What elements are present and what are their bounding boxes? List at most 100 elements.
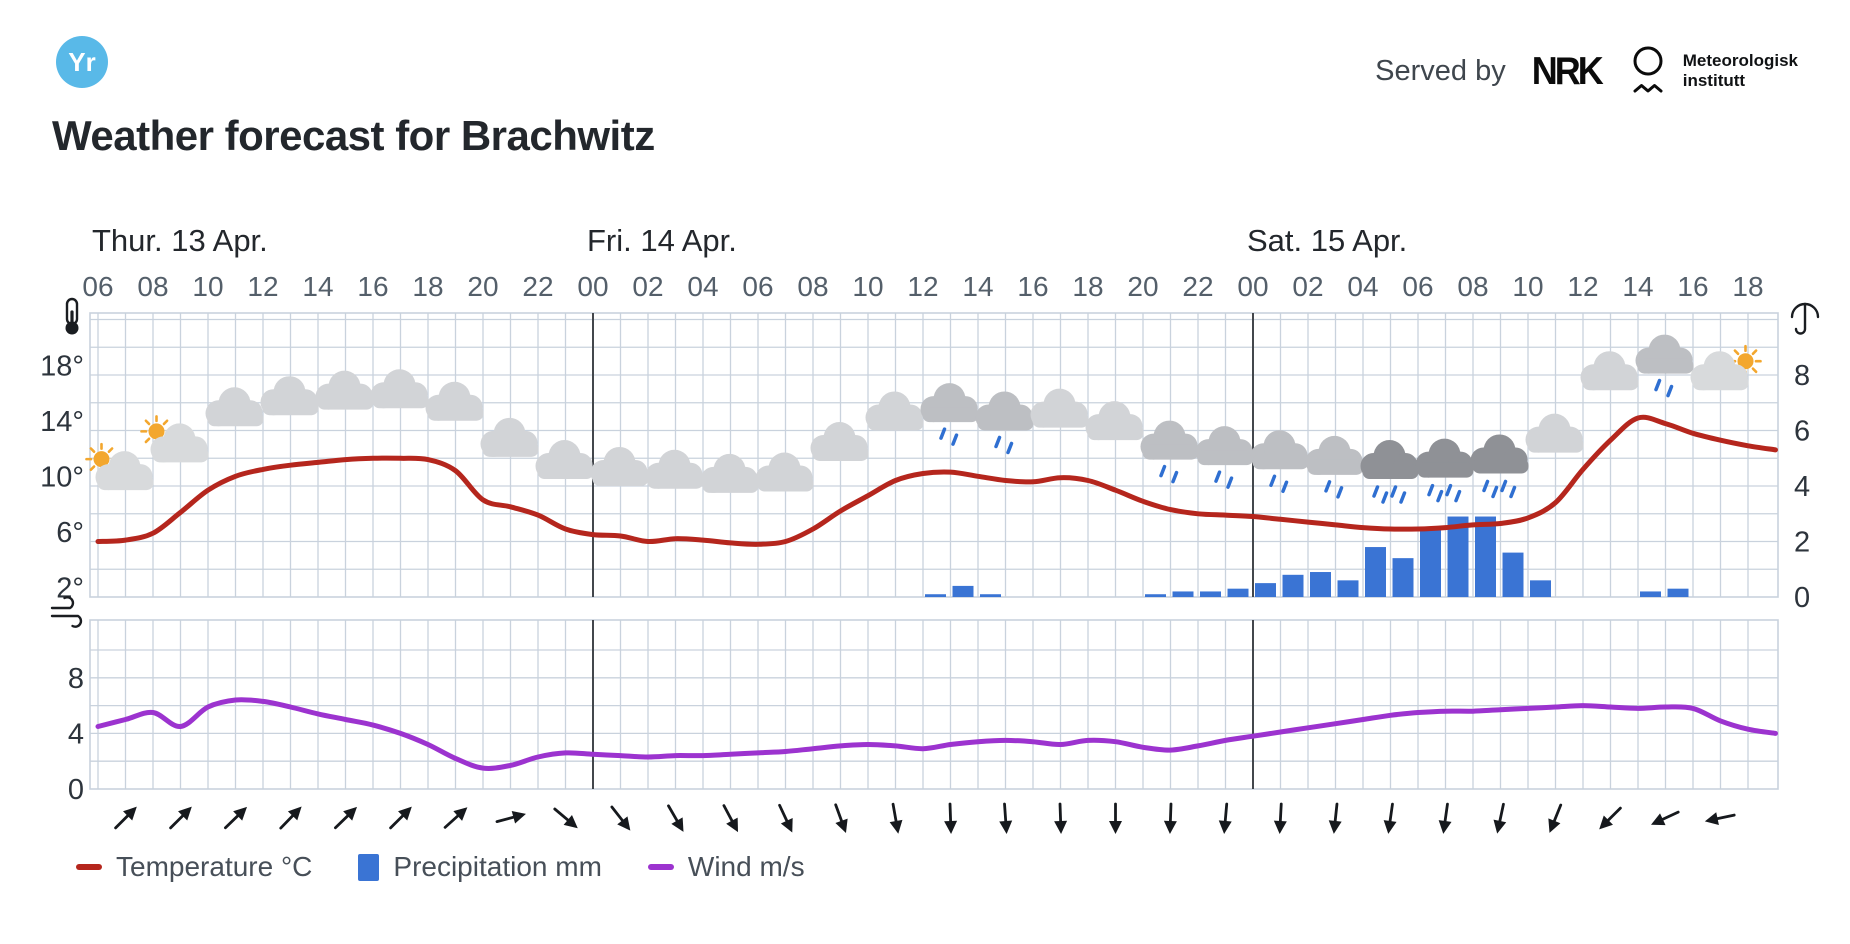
- wind-direction-arrow: [1163, 802, 1177, 834]
- svg-text:18: 18: [1732, 271, 1763, 302]
- met-institute-logo[interactable]: Meteorologisk institutt: [1627, 44, 1798, 98]
- wind-direction-arrow: [553, 807, 578, 829]
- served-by-label: Served by: [1375, 54, 1506, 87]
- weather-icon-rain: [1470, 434, 1529, 499]
- wind-direction-arrow: [224, 806, 248, 830]
- yr-logo[interactable]: Yr: [56, 36, 108, 88]
- weather-icon-rain: [1360, 440, 1419, 504]
- wind-swatch: [647, 864, 674, 870]
- wind-direction-arrow: [778, 803, 793, 833]
- weather-icon-cloudy: [535, 440, 594, 480]
- wind-direction-arrow: [169, 806, 192, 830]
- legend-label-temperature: Temperature °C: [116, 851, 313, 882]
- page-title: Weather forecast for Brachwitz: [52, 112, 655, 159]
- wind-direction-arrow: [667, 804, 684, 832]
- wind-direction-arrow: [1328, 802, 1342, 834]
- legend-item-precipitation: Precipitation mm: [358, 851, 602, 883]
- weather-icon-light-rain: [1305, 435, 1364, 499]
- weather-icon-rain: [1415, 438, 1474, 503]
- svg-text:02: 02: [1292, 271, 1323, 302]
- svg-text:02: 02: [632, 271, 663, 302]
- svg-text:Sat. 15 Apr.: Sat. 15 Apr.: [1247, 223, 1407, 258]
- svg-text:06: 06: [742, 271, 773, 302]
- svg-text:16: 16: [1017, 271, 1048, 302]
- weather-icon-partly-sunny-left: [140, 415, 209, 463]
- wind-direction-arrow: [1438, 802, 1452, 834]
- svg-text:Thur. 13 Apr.: Thur. 13 Apr.: [92, 223, 268, 258]
- svg-text:14: 14: [962, 271, 993, 302]
- weather-icon-cloudy: [315, 370, 374, 410]
- svg-text:12: 12: [907, 271, 938, 302]
- umbrella-icon: [1790, 302, 1820, 335]
- wind-direction-arrow: [999, 802, 1013, 834]
- yr-logo-text: Yr: [68, 46, 96, 77]
- legend-label-precipitation: Precipitation mm: [393, 851, 602, 882]
- legend-label-wind: Wind m/s: [687, 851, 805, 882]
- wind-direction-arrow: [1704, 812, 1736, 825]
- svg-text:22: 22: [1182, 271, 1213, 302]
- svg-text:14°: 14°: [40, 406, 84, 438]
- wind-direction-arrow: [834, 803, 848, 834]
- served-by-block: Served by NRK Meteorologisk institutt: [1375, 44, 1798, 98]
- svg-text:4: 4: [68, 718, 84, 750]
- wind-direction-arrow: [1054, 802, 1068, 834]
- wind-icon: [50, 596, 83, 628]
- wind-line: [95, 697, 1778, 771]
- svg-text:18: 18: [1072, 271, 1103, 302]
- precipitation-axis-labels: 8 6 4 2 0: [1794, 360, 1810, 614]
- svg-text:8: 8: [68, 663, 84, 695]
- precipitation-swatch: [358, 853, 380, 881]
- weather-icon-cloudy: [700, 453, 759, 493]
- weather-icon-light-rain: [975, 391, 1034, 455]
- svg-text:08: 08: [797, 271, 828, 302]
- wind-direction-arrow: [495, 810, 526, 824]
- wind-direction-arrow: [1273, 802, 1287, 834]
- met-institute-label: Meteorologisk institutt: [1682, 50, 1798, 90]
- svg-text:0: 0: [1794, 582, 1810, 614]
- weather-icon-cloudy: [260, 376, 319, 416]
- wind-axis-labels: 8 4 0: [68, 663, 84, 806]
- wind-direction-arrow: [389, 806, 412, 830]
- weather-icon-light-rain: [1635, 334, 1694, 398]
- weather-icon-light-rain: [920, 383, 979, 446]
- svg-text:2: 2: [1794, 527, 1810, 559]
- temperature-axis-labels: 18°14°10°6°2°: [40, 350, 84, 604]
- day-labels: Thur. 13 Apr. Fri. 14 Apr. Sat. 15 Apr.: [92, 223, 1407, 258]
- svg-text:18: 18: [412, 271, 443, 302]
- nrk-logo[interactable]: NRK: [1531, 48, 1604, 93]
- svg-text:20: 20: [1127, 271, 1158, 302]
- wind-direction-arrow: [610, 805, 631, 831]
- svg-text:10: 10: [852, 271, 883, 302]
- svg-text:00: 00: [577, 271, 608, 302]
- svg-text:10: 10: [192, 271, 223, 302]
- wind-direction-arrow: [889, 802, 903, 834]
- weather-icon-cloudy: [1085, 401, 1144, 441]
- svg-text:00: 00: [1237, 271, 1268, 302]
- weather-icon-light-rain: [1250, 430, 1309, 494]
- weather-icon-light-rain: [1195, 426, 1254, 489]
- svg-text:12: 12: [1567, 271, 1598, 302]
- svg-text:6: 6: [1794, 416, 1810, 448]
- svg-text:0: 0: [68, 774, 84, 806]
- wind-direction-arrow: [279, 806, 302, 830]
- weather-icon-cloudy: [755, 452, 814, 492]
- weather-icon-light-rain: [1140, 420, 1199, 484]
- svg-text:16: 16: [1677, 271, 1708, 302]
- wind-direction-arrows: [114, 802, 1736, 834]
- weather-icon-cloudy: [425, 381, 484, 421]
- svg-text:10: 10: [1512, 271, 1543, 302]
- weather-icon-cloudy: [480, 417, 539, 457]
- svg-text:4: 4: [1794, 471, 1810, 503]
- svg-text:18°: 18°: [40, 350, 84, 382]
- temperature-swatch: [76, 864, 102, 870]
- weather-icon-cloudy: [1580, 351, 1639, 391]
- svg-text:22: 22: [522, 271, 553, 302]
- svg-text:06: 06: [82, 271, 113, 302]
- svg-text:08: 08: [137, 271, 168, 302]
- wind-direction-arrow: [334, 806, 358, 830]
- svg-text:04: 04: [687, 271, 718, 302]
- axis-icons: [50, 297, 1820, 628]
- svg-text:6°: 6°: [56, 517, 84, 549]
- legend-item-wind: Wind m/s: [647, 851, 805, 883]
